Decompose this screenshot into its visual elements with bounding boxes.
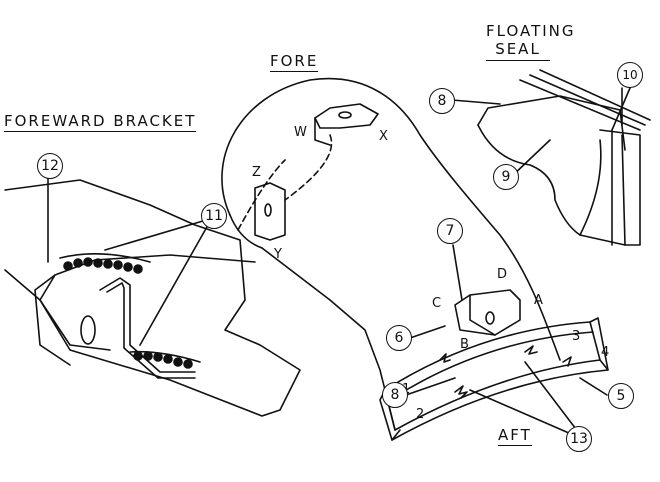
callout-9: 9 xyxy=(493,164,519,190)
callout-5: 5 xyxy=(608,383,634,409)
point-a: A xyxy=(534,293,543,308)
floating-seal-drawing xyxy=(477,69,651,246)
callout-13: 13 xyxy=(566,426,592,452)
segment-4: 4 xyxy=(601,345,610,360)
callout-6: 6 xyxy=(386,325,412,351)
callout-12: 12 xyxy=(37,153,63,179)
callout-8-upper: 8 xyxy=(429,88,455,114)
fore-drawing xyxy=(221,77,561,431)
point-w: W xyxy=(294,125,307,140)
callout-7: 7 xyxy=(437,218,463,244)
point-b: B xyxy=(460,337,469,352)
point-x: X xyxy=(379,129,388,144)
point-c: C xyxy=(432,296,442,311)
segment-3: 3 xyxy=(572,329,581,344)
foreward-bracket-title: FOREWARD BRACKET xyxy=(4,112,197,132)
point-y: Y xyxy=(274,247,282,262)
aft-title: AFT xyxy=(498,426,532,446)
leader-lines xyxy=(47,87,631,438)
fore-title: FORE xyxy=(270,52,319,72)
segment-2: 2 xyxy=(416,407,425,422)
point-d: D xyxy=(497,267,508,282)
callout-11: 11 xyxy=(201,203,227,229)
callout-8-lower: 8 xyxy=(382,382,408,408)
bracket-weld-beads xyxy=(63,257,193,369)
floating-seal-title: FLOATING SEAL xyxy=(486,22,574,61)
foreward-bracket-drawing xyxy=(4,179,301,417)
aft-segment-drawing xyxy=(379,289,609,441)
point-z: Z xyxy=(252,165,261,180)
callout-10: 10 xyxy=(617,62,643,88)
